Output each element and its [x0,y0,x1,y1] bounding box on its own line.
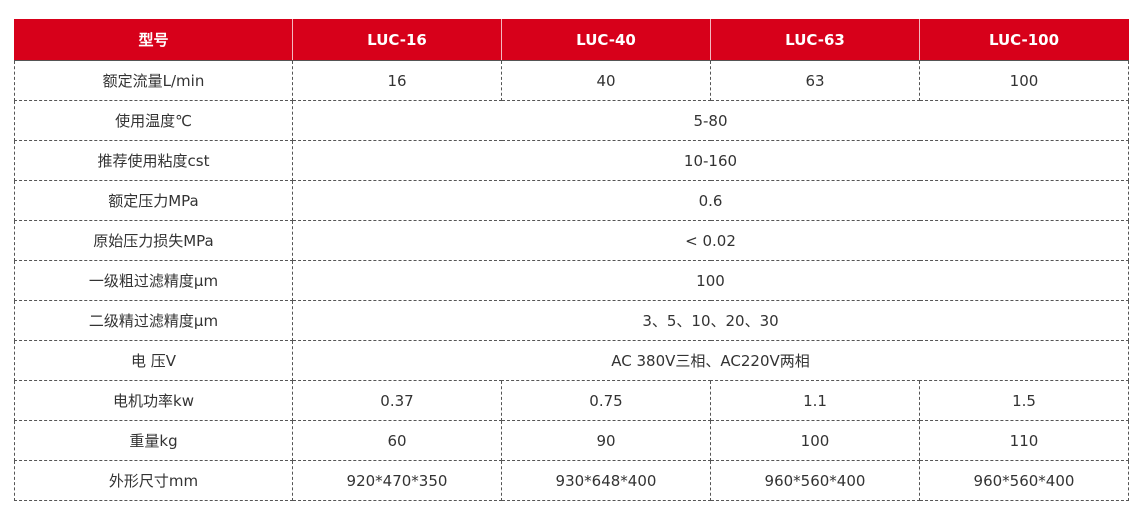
table-row-temperature: 使用温度℃ 5-80 [14,100,1129,141]
row-label: 重量kg [14,420,293,461]
table-row-viscosity: 推荐使用粘度cst 10-160 [14,140,1129,181]
table-header-row: 型号 LUC-16 LUC-40 LUC-63 LUC-100 [14,19,1129,61]
table-row-rated-pressure: 额定压力MPa 0.6 [14,180,1129,221]
table-cell: 90 [501,420,711,461]
header-model-luc-63: LUC-63 [710,19,920,61]
table-cell: 930*648*400 [501,460,711,501]
table-row-pressure-loss: 原始压力损失MPa < 0.02 [14,220,1129,261]
row-label: 一级粗过滤精度μm [14,260,293,301]
merged-cell: 0.6 [292,180,1129,221]
merged-cell: 100 [292,260,1129,301]
table-row-rated-flow: 额定流量L/min 16 40 63 100 [14,60,1129,101]
merged-cell: < 0.02 [292,220,1129,261]
header-model-luc-16: LUC-16 [292,19,502,61]
table-cell: 100 [919,60,1129,101]
table-cell: 960*560*400 [919,460,1129,501]
row-label: 原始压力损失MPa [14,220,293,261]
table-cell: 110 [919,420,1129,461]
merged-cell: 5-80 [292,100,1129,141]
table-row-motor-power: 电机功率kw 0.37 0.75 1.1 1.5 [14,380,1129,421]
table-row-voltage: 电 压V AC 380V三相、AC220V两相 [14,340,1129,381]
header-model-luc-40: LUC-40 [501,19,711,61]
spec-table: 型号 LUC-16 LUC-40 LUC-63 LUC-100 额定流量L/mi… [14,19,1129,501]
table-row-weight: 重量kg 60 90 100 110 [14,420,1129,461]
table-cell: 1.5 [919,380,1129,421]
merged-cell: AC 380V三相、AC220V两相 [292,340,1129,381]
row-label: 电 压V [14,340,293,381]
table-cell: 16 [292,60,502,101]
merged-cell: 3、5、10、20、30 [292,300,1129,341]
header-model-label: 型号 [14,19,293,61]
table-cell: 63 [710,60,920,101]
merged-cell: 10-160 [292,140,1129,181]
table-cell: 0.75 [501,380,711,421]
table-cell: 0.37 [292,380,502,421]
table-cell: 60 [292,420,502,461]
table-cell: 40 [501,60,711,101]
row-label: 使用温度℃ [14,100,293,141]
table-cell: 1.1 [710,380,920,421]
table-cell: 100 [710,420,920,461]
table-row-dimensions: 外形尺寸mm 920*470*350 930*648*400 960*560*4… [14,460,1129,501]
table-row-coarse-filter: 一级粗过滤精度μm 100 [14,260,1129,301]
row-label: 外形尺寸mm [14,460,293,501]
row-label: 额定压力MPa [14,180,293,221]
table-cell: 920*470*350 [292,460,502,501]
row-label: 电机功率kw [14,380,293,421]
table-cell: 960*560*400 [710,460,920,501]
table-row-fine-filter: 二级精过滤精度μm 3、5、10、20、30 [14,300,1129,341]
header-model-luc-100: LUC-100 [919,19,1129,61]
row-label: 推荐使用粘度cst [14,140,293,181]
row-label: 二级精过滤精度μm [14,300,293,341]
row-label: 额定流量L/min [14,60,293,101]
